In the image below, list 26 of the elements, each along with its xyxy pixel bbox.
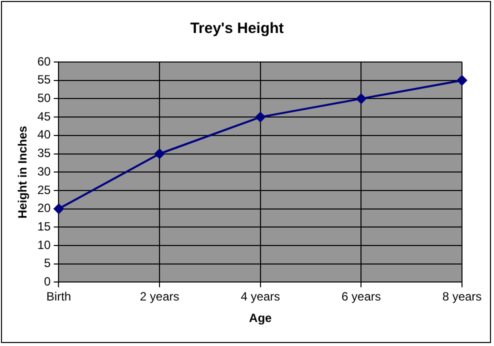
y-tick-label: 15 [37,219,52,234]
point [457,75,467,86]
y-tick-label: 30 [37,164,52,178]
x-tick-label: 6 years [342,290,381,304]
y-tick-label: 35 [37,146,52,160]
y-tick-label: 0 [44,274,52,289]
y-tick-label: 40 [37,128,52,142]
y-tick-label: 55 [37,72,52,87]
x-tick-label: 4 years [240,290,280,304]
y-tick-label: 45 [37,109,52,124]
point [356,94,366,104]
y-tick-label: 20 [37,201,52,216]
y-tick-label: 25 [37,182,52,197]
x-tick-label: 2 years [140,290,180,304]
point [54,204,64,214]
y-tick-label: 60 [37,54,52,68]
y-tick-label: 5 [44,256,52,270]
x-axis-title: Age [249,311,272,326]
chart-title: Trey's Height [190,20,284,38]
y-tick-label: 10 [37,238,52,252]
point [255,112,266,122]
y-tick-label: 50 [37,91,52,106]
x-tick-label: Birth [46,290,72,304]
point [154,148,165,159]
y-axis-title: Height in Inches [16,125,30,218]
x-tick-label: 8 years [442,290,482,304]
